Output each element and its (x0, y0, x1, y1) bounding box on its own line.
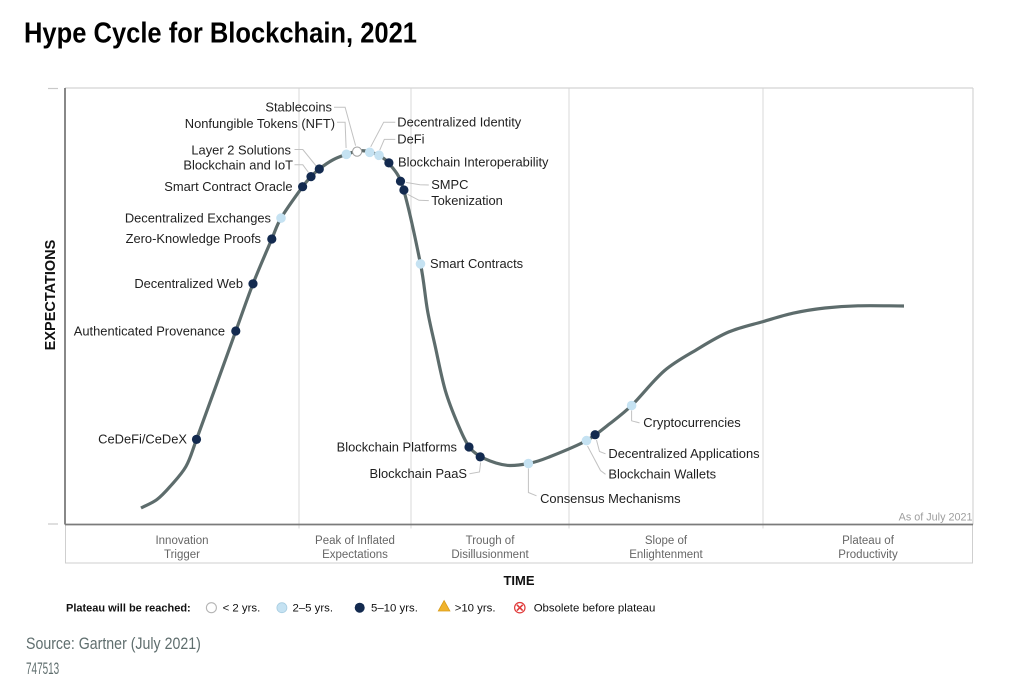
svg-text:Obsolete before plateau: Obsolete before plateau (534, 603, 656, 615)
svg-text:Layer 2 Solutions: Layer 2 Solutions (191, 142, 291, 157)
svg-text:Decentralized Exchanges: Decentralized Exchanges (125, 210, 271, 225)
svg-text:Zero-Knowledge Proofs: Zero-Knowledge Proofs (126, 231, 261, 246)
svg-text:Decentralized Applications: Decentralized Applications (608, 446, 759, 461)
svg-text:Stablecoins: Stablecoins (265, 100, 332, 115)
svg-text:Blockchain PaaS: Blockchain PaaS (370, 466, 467, 481)
svg-text:TIME: TIME (503, 573, 534, 588)
svg-text:2–5 yrs.: 2–5 yrs. (293, 603, 334, 615)
svg-text:Decentralized Web: Decentralized Web (134, 276, 243, 291)
svg-text:Nonfungible Tokens (NFT): Nonfungible Tokens (NFT) (185, 116, 335, 131)
svg-text:Slope of: Slope of (645, 535, 688, 547)
svg-text:Expectations: Expectations (322, 549, 388, 561)
svg-text:Source: Gartner (July 2021): Source: Gartner (July 2021) (26, 634, 201, 653)
svg-text:Disillusionment: Disillusionment (451, 549, 529, 561)
svg-text:CeDeFi/CeDeX: CeDeFi/CeDeX (98, 432, 187, 447)
svg-text:>10 yrs.: >10 yrs. (455, 603, 496, 615)
svg-text:Blockchain Wallets: Blockchain Wallets (608, 467, 716, 482)
svg-text:Hype Cycle for Blockchain, 202: Hype Cycle for Blockchain, 2021 (24, 18, 417, 50)
svg-text:Authenticated Provenance: Authenticated Provenance (74, 324, 225, 339)
svg-text:Enlightenment: Enlightenment (629, 549, 703, 561)
svg-text:Cryptocurrencies: Cryptocurrencies (643, 415, 740, 430)
svg-text:Innovation: Innovation (155, 535, 208, 547)
svg-text:747513: 747513 (26, 659, 59, 678)
svg-text:< 2 yrs.: < 2 yrs. (223, 603, 261, 615)
svg-text:Trigger: Trigger (164, 549, 200, 561)
svg-text:Plateau will be reached:: Plateau will be reached: (66, 603, 191, 615)
svg-text:Blockchain Platforms: Blockchain Platforms (337, 440, 457, 455)
svg-text:EXPECTATIONS: EXPECTATIONS (43, 239, 59, 350)
svg-text:Smart Contract Oracle: Smart Contract Oracle (164, 179, 292, 194)
svg-text:Productivity: Productivity (838, 549, 898, 561)
svg-text:Trough of: Trough of (466, 535, 516, 547)
svg-text:Smart Contracts: Smart Contracts (430, 256, 523, 271)
svg-text:Consensus Mechanisms: Consensus Mechanisms (540, 491, 680, 506)
svg-text:DeFi: DeFi (397, 132, 424, 147)
svg-text:Decentralized Identity: Decentralized Identity (397, 114, 522, 129)
svg-text:Plateau of: Plateau of (842, 535, 895, 547)
svg-text:Blockchain and IoT: Blockchain and IoT (183, 158, 293, 173)
svg-text:Blockchain Interoperability: Blockchain Interoperability (398, 155, 549, 170)
svg-text:As of July 2021: As of July 2021 (899, 512, 973, 524)
svg-text:Peak of Inflated: Peak of Inflated (315, 535, 395, 547)
svg-text:5–10 yrs.: 5–10 yrs. (371, 603, 418, 615)
svg-text:Tokenization: Tokenization (431, 193, 503, 208)
svg-text:SMPC: SMPC (431, 177, 468, 192)
